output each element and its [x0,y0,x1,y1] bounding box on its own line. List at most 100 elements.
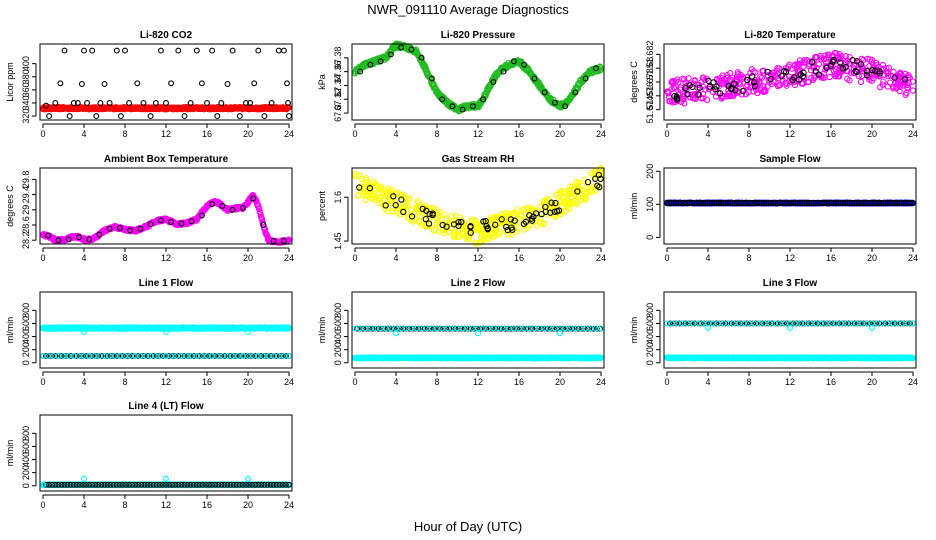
data-point [751,83,758,90]
data-point [774,64,781,72]
plot-frame [663,43,917,121]
data-point [239,352,246,359]
x-tick-label: 0 [40,129,45,139]
data-point [286,352,292,359]
x-axis: 0 4 8 12 16 20 24 [40,123,294,139]
y-tick-label: 0 [645,235,655,240]
data-point [815,71,823,78]
data-point [163,352,169,359]
data-point [731,80,738,87]
data-point [666,98,673,105]
data-point [562,103,569,110]
data-point [584,183,591,191]
y-tick-label: 51.678 [645,68,655,96]
data-point [775,81,783,89]
data-point [286,113,292,120]
x-axis: 0 4 8 12 16 20 24 [352,371,606,387]
data-point [684,91,691,98]
data-point [762,88,769,95]
data-point [677,84,684,91]
data-point [730,92,737,99]
data-point [695,91,702,98]
x-tick-label: 8 [122,377,127,387]
x-tick-label: 12 [473,129,483,139]
data-point [688,91,695,98]
x-axis: 0 4 8 12 16 20 24 [40,247,294,263]
data-point [713,83,720,90]
data-point [682,85,689,92]
data-point [117,113,124,120]
series-2 [671,56,909,103]
data-point [140,100,147,106]
data-point [710,79,717,86]
data-point [247,100,254,106]
data-point [838,53,845,60]
data-point [803,56,811,64]
data-point [181,113,188,120]
data-point [810,76,817,83]
data-point [723,93,730,100]
data-point [224,352,231,359]
data-point [692,95,699,103]
series-4 [393,330,563,337]
y-tick-label: 67.34 [333,74,343,97]
panel-title: Ambient Box Temperature [104,154,229,165]
x-tick-label: 12 [161,129,171,139]
y-tick-label: 29.8 [21,171,31,189]
data-point [712,86,719,93]
data-point [769,72,776,79]
data-point [187,100,194,106]
x-tick-label: 24 [908,129,918,139]
y-axis-label: ml/min [5,317,15,344]
data-point [387,51,394,58]
data-point [198,80,205,87]
data-point [592,65,599,72]
y-axis-label: percent [317,190,327,221]
data-point [866,62,873,70]
data-point [671,92,678,100]
data-point [480,96,487,103]
data-point [152,100,159,106]
y-axis-label: Licor ppm [5,62,15,102]
x-tick-label: 8 [746,129,751,139]
plot-frame [39,43,293,121]
data-point [469,103,476,110]
data-point [270,352,277,359]
data-point [897,81,905,88]
y-tick-label: 51.682 [645,41,655,69]
data-point [531,75,538,82]
data-point [903,89,910,97]
x-tick-label: 8 [434,377,439,387]
data-point [275,47,282,54]
data-point [236,113,243,120]
x-tick-label: 16 [826,129,836,139]
panel-title: Line 3 Flow [763,278,818,289]
y-axis-label: ml/min [629,193,639,220]
data-point [89,47,96,54]
y-tick-label: 100 [645,197,655,212]
x-tick-label: 12 [785,129,795,139]
data-point [46,113,53,120]
data-point [475,330,481,337]
data-point [106,100,113,106]
data-point [863,72,870,79]
x-tick-label: 4 [393,129,398,139]
data-marks [39,191,292,246]
data-point [116,352,123,359]
plot-frame [39,167,293,245]
data-point [421,63,429,70]
data-point [691,77,698,85]
x-tick-label: 20 [867,129,877,139]
data-point [753,83,761,90]
x-tick-label: 12 [473,253,483,263]
data-point [718,93,726,100]
data-point [876,70,883,77]
y-tick-label: 1.6 [333,191,343,204]
data-point [795,76,803,83]
panel-title: Gas Stream RH [442,154,515,165]
